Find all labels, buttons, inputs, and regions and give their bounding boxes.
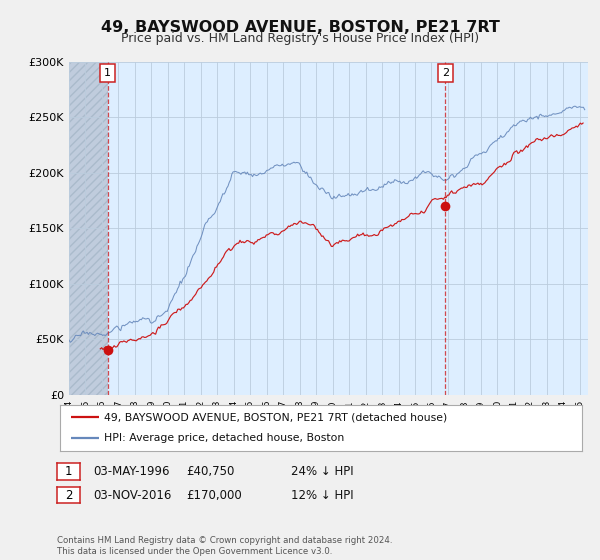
Text: 24% ↓ HPI: 24% ↓ HPI (291, 465, 353, 478)
Text: 03-NOV-2016: 03-NOV-2016 (93, 488, 172, 502)
Text: Contains HM Land Registry data © Crown copyright and database right 2024.
This d: Contains HM Land Registry data © Crown c… (57, 536, 392, 556)
Text: 2: 2 (65, 488, 72, 502)
Text: 12% ↓ HPI: 12% ↓ HPI (291, 488, 353, 502)
Text: 49, BAYSWOOD AVENUE, BOSTON, PE21 7RT (detached house): 49, BAYSWOOD AVENUE, BOSTON, PE21 7RT (d… (104, 412, 448, 422)
Text: £40,750: £40,750 (186, 465, 235, 478)
Text: 03-MAY-1996: 03-MAY-1996 (93, 465, 170, 478)
Text: £170,000: £170,000 (186, 488, 242, 502)
Text: 49, BAYSWOOD AVENUE, BOSTON, PE21 7RT: 49, BAYSWOOD AVENUE, BOSTON, PE21 7RT (101, 20, 499, 35)
Text: 2: 2 (442, 68, 449, 78)
Text: HPI: Average price, detached house, Boston: HPI: Average price, detached house, Bost… (104, 433, 344, 444)
Text: 1: 1 (65, 465, 72, 478)
Text: 1: 1 (104, 68, 111, 78)
Text: Price paid vs. HM Land Registry's House Price Index (HPI): Price paid vs. HM Land Registry's House … (121, 32, 479, 45)
